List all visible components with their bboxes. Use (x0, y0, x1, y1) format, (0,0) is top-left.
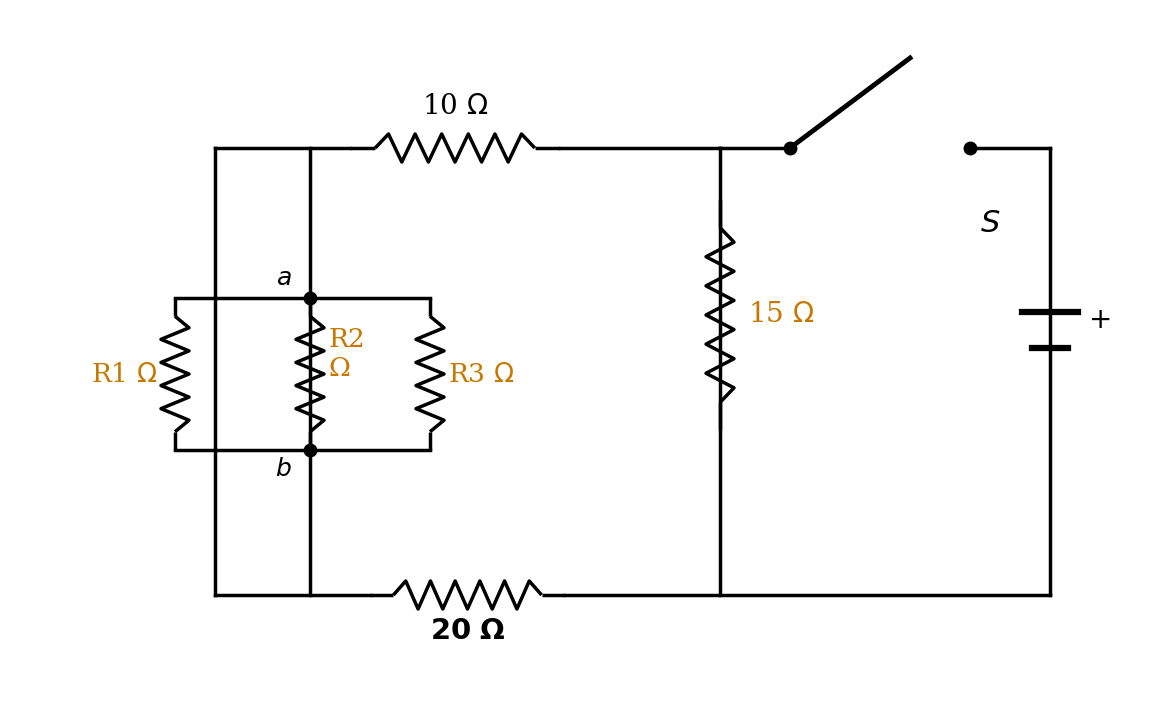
Text: R1 $\Omega$: R1 $\Omega$ (90, 361, 157, 386)
Text: 15 $\Omega$: 15 $\Omega$ (748, 301, 814, 329)
Text: 10 $\Omega$: 10 $\Omega$ (422, 93, 488, 120)
Text: $b$: $b$ (276, 458, 292, 481)
Text: $S$: $S$ (979, 208, 1001, 239)
Text: R3 $\Omega$: R3 $\Omega$ (448, 361, 514, 386)
Text: $+$: $+$ (1089, 306, 1111, 334)
Text: $a$: $a$ (277, 267, 292, 290)
Text: $\mathbf{20}$ $\mathbf{\Omega}$: $\mathbf{20}$ $\mathbf{\Omega}$ (429, 617, 506, 645)
Text: R2
Ω: R2 Ω (328, 327, 365, 381)
